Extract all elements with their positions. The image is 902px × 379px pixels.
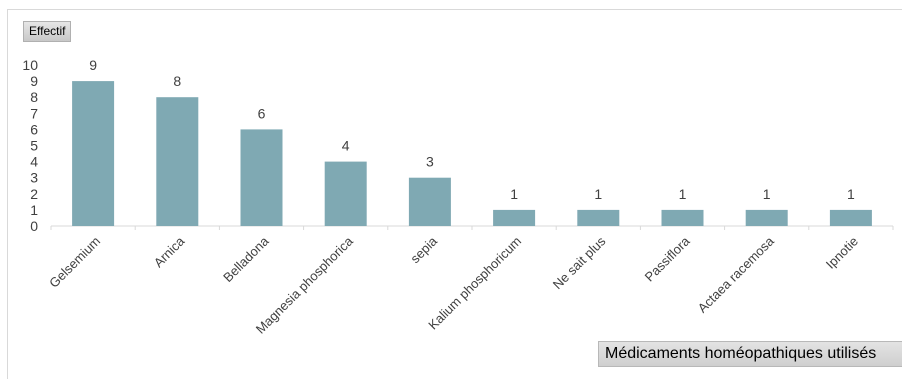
category-label: Passiflora [642,233,694,285]
y-tick-label: 1 [30,202,38,218]
y-tick-label: 10 [22,57,38,73]
bar [156,97,199,226]
category-label: Ipnotie [823,234,861,272]
data-label: 1 [510,186,518,202]
y-tick-label: 8 [30,89,38,105]
bar [72,81,115,226]
category-label: sepia [407,233,440,266]
bar [324,161,367,226]
bar [408,177,451,226]
data-label: 1 [847,186,855,202]
y-tick-label: 9 [30,73,38,89]
bar [829,209,872,226]
x-axis-title: Médicaments homéopathiques utilisés [598,341,902,367]
data-label: 4 [342,138,350,154]
y-tick-label: 4 [30,154,38,170]
category-label: Gelsemium [46,234,103,291]
category-label: Actaea racemosa [695,233,778,316]
y-tick-label: 0 [30,218,38,234]
y-tick-label: 7 [30,105,38,121]
bar [493,209,536,226]
data-labels: 9 8 6 4 3 1 1 1 1 1 [89,57,855,202]
bar [577,209,620,226]
bars [72,81,872,226]
axes [50,225,894,230]
data-label: 9 [89,57,97,73]
category-label: Arnica [151,233,188,270]
data-label: 1 [679,186,687,202]
bar [661,209,704,226]
y-tick-label: 2 [30,186,38,202]
data-label: 8 [173,73,181,89]
data-label: 1 [594,186,602,202]
data-label: 1 [763,186,771,202]
data-label: 6 [258,105,266,121]
y-tick-label: 6 [30,121,38,137]
bar [240,129,283,226]
category-label: Belladona [220,233,272,285]
y-tick-label: 5 [30,138,38,154]
category-label: Magnesia phosphorica [253,233,357,337]
y-axis-title: Effectif [23,21,72,42]
category-label: Kalium phosphoricum [425,234,524,333]
data-label: 3 [426,154,434,170]
bar [745,209,788,226]
y-tick-label: 3 [30,170,38,186]
chart-frame [7,9,902,379]
category-label: Ne sait plus [550,233,609,292]
